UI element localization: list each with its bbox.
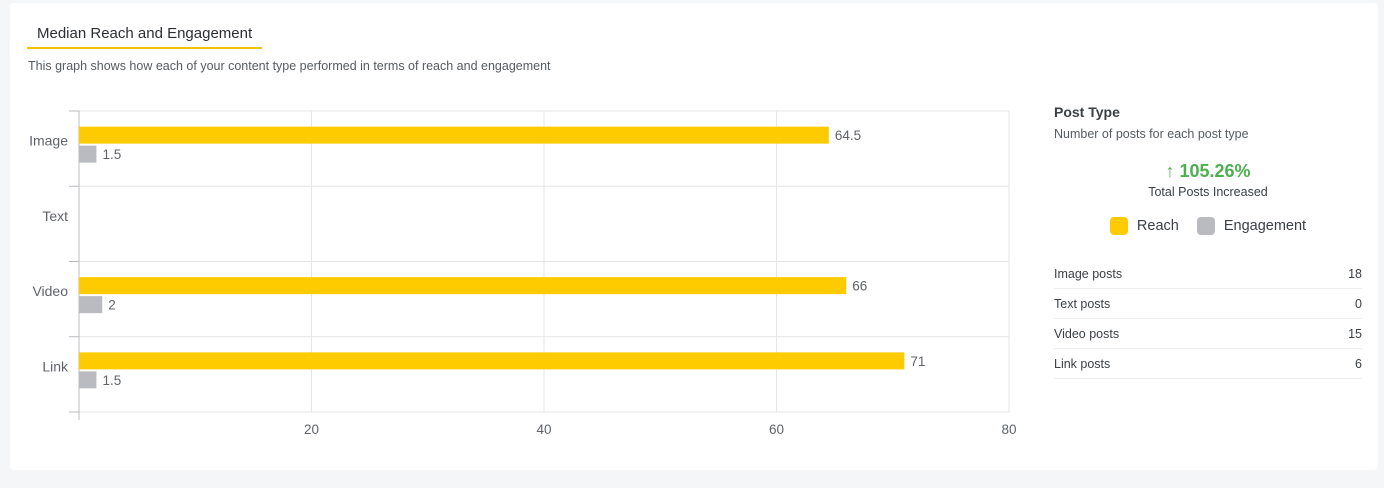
legend-item-reach[interactable]: Reach [1109, 217, 1179, 235]
bar-value-label: 71 [910, 354, 925, 369]
x-tick-label: 40 [536, 422, 551, 437]
bar-chart: 20 40 60 80 Image Text Video Link 64.5 66 71 1.5 2 1.… [29, 110, 1017, 437]
count-value: 6 [1355, 357, 1362, 371]
engagement-swatch [1196, 217, 1215, 235]
reach-swatch [1109, 217, 1128, 235]
bar-value-label: 1.5 [102, 147, 121, 162]
post-type-title: Post Type [1054, 104, 1120, 120]
post-counts-list: Image posts 18 Text posts 0 Video posts … [1054, 259, 1362, 379]
legend-label-engagement: Engagement [1223, 218, 1307, 234]
post-type-panel: Post Type Number of posts for each post … [1054, 104, 1362, 379]
total-posts-label: Total Posts Increased [1148, 185, 1268, 199]
count-label: Text posts [1054, 297, 1111, 311]
count-row-text: Text posts 0 [1054, 289, 1362, 319]
category-label: Text [42, 208, 68, 224]
count-value: 0 [1355, 297, 1362, 311]
count-label: Video posts [1054, 327, 1120, 341]
category-label: Image [29, 133, 68, 149]
bar-engagement [79, 371, 97, 389]
bar-value-label: 2 [108, 298, 116, 313]
count-row-link: Link posts 6 [1054, 349, 1362, 379]
total-posts-change: ↑ 105.26% [1165, 161, 1251, 181]
reach-engagement-card [10, 3, 1378, 470]
card-subtitle: This graph shows how each of your conten… [28, 59, 551, 73]
count-value: 18 [1348, 267, 1362, 281]
bar-value-label: 66 [852, 279, 867, 294]
bar-engagement [79, 145, 97, 163]
count-row-image: Image posts 18 [1054, 259, 1362, 289]
count-label: Link posts [1054, 357, 1111, 371]
x-tick-label: 80 [1001, 422, 1016, 437]
bar-reach [79, 352, 905, 370]
legend-item-engagement[interactable]: Engagement [1196, 217, 1307, 235]
post-type-subtitle: Number of posts for each post type [1054, 127, 1249, 141]
bar-value-label: 64.5 [835, 128, 861, 143]
count-value: 15 [1348, 327, 1362, 341]
bar-reach [79, 126, 829, 144]
x-tick-label: 60 [769, 422, 784, 437]
category-label: Link [42, 358, 69, 374]
count-label: Image posts [1054, 267, 1123, 281]
bar-reach [79, 277, 847, 295]
count-row-video: Video posts 15 [1054, 319, 1362, 349]
card-title: Median Reach and Engagement [27, 19, 263, 49]
x-tick-label: 20 [304, 422, 319, 437]
bar-value-label: 1.5 [102, 373, 121, 388]
legend-label-reach: Reach [1136, 218, 1179, 234]
chart-legend: Reach Engagement [1054, 217, 1362, 235]
bar-engagement [79, 296, 103, 314]
category-label: Video [32, 283, 68, 299]
